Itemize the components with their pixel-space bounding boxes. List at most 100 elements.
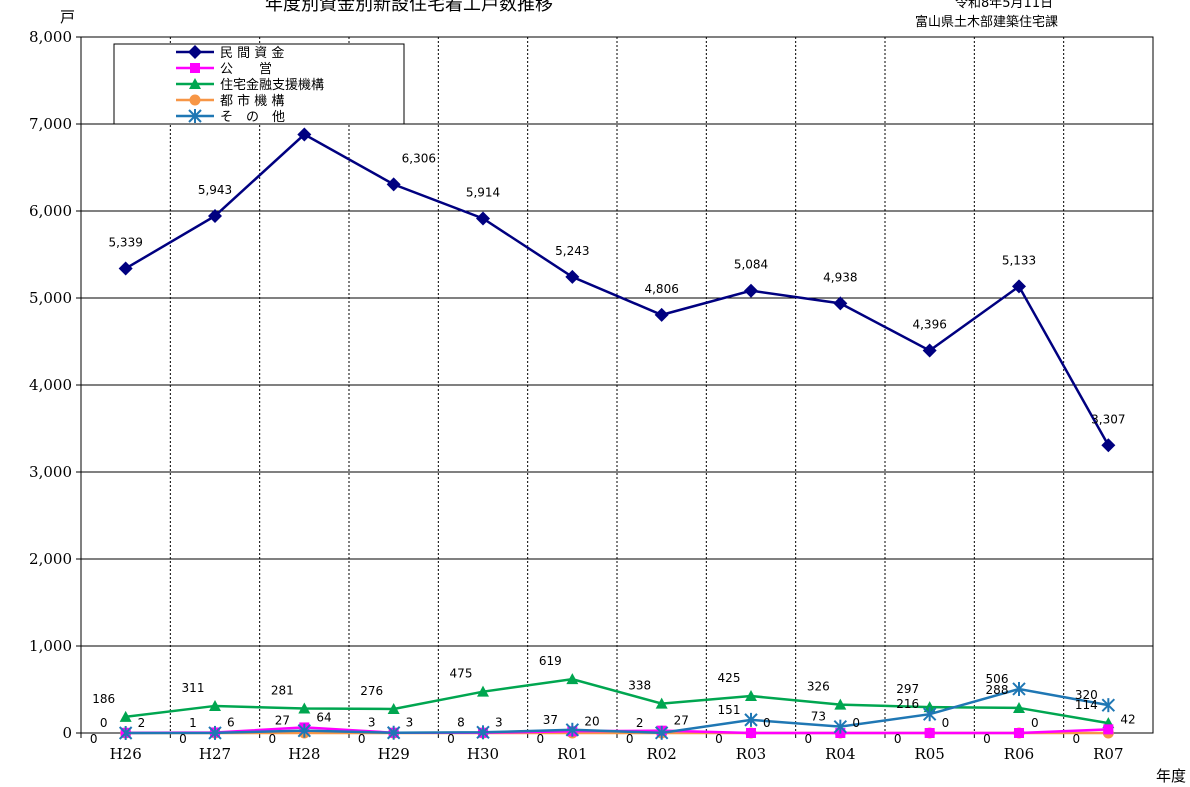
data-label: 0: [1031, 716, 1039, 730]
data-point: [476, 725, 490, 740]
data-label: 0: [805, 732, 813, 746]
y-axis-label: 戸: [60, 8, 75, 26]
data-point: [745, 690, 757, 702]
data-label: 0: [100, 716, 108, 730]
data-point: [1012, 279, 1026, 294]
data-point: [118, 726, 133, 740]
data-label: 320: [1075, 688, 1098, 702]
data-label: 64: [316, 710, 331, 724]
data-label: 5,914: [466, 185, 500, 199]
grid-layer: [81, 36, 1153, 733]
data-label: 288: [986, 683, 1009, 697]
data-point: [655, 697, 668, 709]
series-4: [118, 681, 1116, 740]
data-point: [565, 269, 580, 284]
x-tick-label: H26: [110, 745, 142, 763]
data-label-layer: 5,339 5,943 6,306 5,914 5,243 4,806 5,084 4,938…: [90, 151, 1136, 746]
x-tick-label: H30: [467, 745, 499, 763]
data-point: [476, 211, 490, 226]
axis-layer: 0 1,000 2,000 3,000 4,000 5,000 6,000 7,000 8,00…: [29, 8, 1186, 785]
legend-label: そ の 他: [220, 110, 285, 125]
series-line: [125, 687, 1109, 735]
x-tick-label: H27: [199, 745, 231, 763]
data-label: 3,307: [1091, 412, 1125, 426]
data-label: 151: [718, 703, 741, 717]
data-label: 6,306: [402, 151, 436, 165]
data-point: [297, 127, 312, 142]
data-label: 5,943: [198, 183, 232, 197]
y-tick-label: 8,000: [29, 28, 72, 46]
x-tick-label: R05: [914, 745, 944, 763]
x-tick-label: H28: [288, 745, 320, 763]
data-label: 0: [763, 716, 771, 730]
data-label: 5,133: [1002, 253, 1036, 267]
data-label: 0: [983, 732, 991, 746]
legend-marker: [189, 94, 201, 106]
data-label: 5,339: [108, 236, 142, 250]
data-label: 4,396: [912, 318, 946, 332]
x-tick-label: H29: [378, 745, 410, 763]
y-tick-label: 2,000: [29, 550, 72, 568]
legend-marker: [188, 109, 202, 123]
series-2: [119, 673, 1115, 729]
data-label: 0: [537, 732, 545, 746]
y-tick-label: 1,000: [29, 637, 72, 655]
data-point: [744, 712, 758, 727]
x-tick-label: R03: [736, 745, 766, 763]
data-label: 0: [269, 732, 277, 746]
data-label: 425: [718, 671, 741, 685]
data-label: 37: [543, 713, 558, 727]
x-tick-label: R02: [646, 745, 676, 763]
data-label: 27: [275, 714, 290, 728]
data-label: 73: [811, 710, 826, 724]
data-point: [1013, 701, 1025, 713]
data-point: [924, 728, 935, 738]
data-point: [834, 698, 847, 710]
data-label: 281: [271, 684, 294, 698]
data-label: 0: [626, 732, 634, 746]
legend-entry: 民 間 資 金: [176, 45, 284, 61]
legend-label: 都 市 機 構: [220, 93, 284, 109]
data-label: 4,806: [644, 282, 678, 296]
data-label: 338: [628, 679, 651, 693]
y-tick-label: 0: [62, 724, 72, 742]
data-point: [744, 283, 758, 298]
data-label: 2: [636, 716, 644, 730]
data-point: [833, 719, 848, 734]
chart-title: 年度別資金別新設住宅着工戸数推移: [265, 0, 553, 15]
data-point: [565, 722, 580, 737]
y-tick-label: 3,000: [29, 463, 72, 481]
data-point: [833, 296, 848, 311]
y-tick-label: 7,000: [29, 115, 72, 133]
series-line: [125, 132, 1110, 446]
data-label: 0: [942, 716, 950, 730]
data-point: [1012, 681, 1026, 696]
data-point: [746, 728, 756, 738]
data-point: [386, 725, 401, 740]
data-label: 8: [457, 715, 465, 729]
legend-marker: [190, 63, 200, 73]
legend-entry: そ の 他: [176, 109, 285, 125]
data-label: 5,084: [734, 258, 768, 272]
legend-label: 民 間 資 金: [220, 45, 284, 61]
data-label: 0: [358, 732, 366, 746]
data-label: 3: [406, 716, 414, 730]
x-tick-label: R01: [557, 745, 587, 763]
legend-label: 公 営: [220, 62, 272, 77]
data-label: 2: [138, 716, 146, 730]
legend-entry: 公 営: [176, 62, 272, 77]
data-label: 0: [179, 732, 187, 746]
data-label: 0: [1073, 732, 1081, 746]
data-point: [1101, 438, 1116, 453]
data-label: 311: [182, 681, 205, 695]
data-point: [922, 707, 937, 722]
data-point: [922, 343, 937, 358]
data-label: 4,938: [823, 270, 857, 284]
data-point: [386, 177, 401, 192]
data-point: [208, 208, 222, 223]
data-label: 6: [227, 715, 235, 729]
report-date: 令和8年5月11日: [955, 0, 1054, 11]
data-point: [654, 307, 669, 322]
